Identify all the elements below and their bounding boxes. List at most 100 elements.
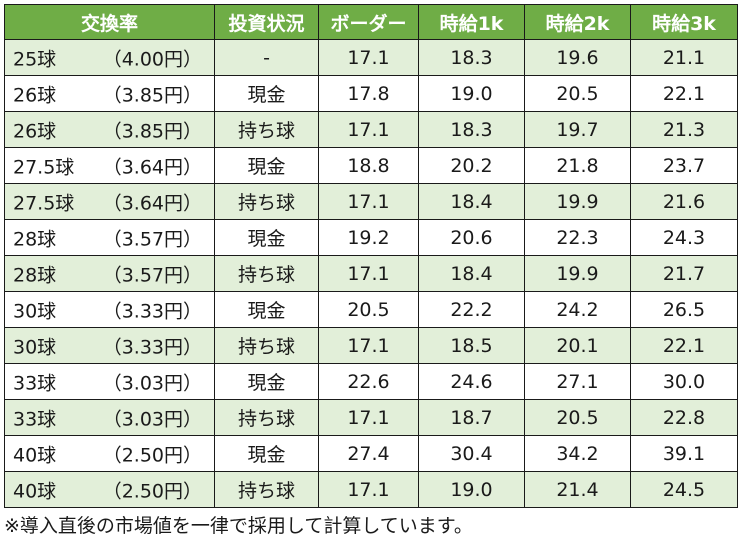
table-row: 33球 （3.03円） 現金 22.6 24.6 27.1 30.0 (4, 363, 738, 400)
cell-border: 17.1 (318, 39, 419, 76)
cell-wage-2k: 20.1 (524, 327, 631, 364)
cell-border: 27.4 (318, 435, 419, 472)
yen-per-ball: （2.50円） (102, 480, 202, 502)
header-wage-1k: 時給1k (418, 4, 525, 40)
yen-per-ball: （3.64円） (102, 156, 202, 178)
cell-wage-3k: 39.1 (630, 435, 738, 472)
cell-wage-3k: 24.3 (630, 219, 738, 256)
cell-border: 17.1 (318, 327, 419, 364)
cell-wage-2k: 21.4 (524, 471, 631, 508)
cell-investment: 現金 (214, 435, 319, 472)
cell-exchange-rate: 30球 （3.33円） (4, 291, 215, 328)
cell-border: 17.1 (318, 255, 419, 292)
cell-wage-2k: 27.1 (524, 363, 631, 400)
cell-exchange-rate: 25球 （4.00円） (4, 39, 215, 76)
cell-border: 17.1 (318, 183, 419, 220)
cell-exchange-rate: 40球 （2.50円） (4, 435, 215, 472)
cell-wage-1k: 18.4 (418, 255, 525, 292)
header-investment: 投資状況 (214, 4, 319, 40)
cell-investment: 現金 (214, 147, 319, 184)
cell-border: 17.8 (318, 75, 419, 112)
cell-wage-2k: 24.2 (524, 291, 631, 328)
balls-per-1000yen: 25球 (13, 48, 57, 70)
cell-border: 18.8 (318, 147, 419, 184)
balls-per-1000yen: 40球 (13, 480, 57, 502)
balls-per-1000yen: 33球 (13, 372, 57, 394)
cell-wage-2k: 21.8 (524, 147, 631, 184)
cell-wage-3k: 30.0 (630, 363, 738, 400)
cell-wage-2k: 19.9 (524, 255, 631, 292)
cell-wage-3k: 21.6 (630, 183, 738, 220)
cell-wage-2k: 20.5 (524, 75, 631, 112)
cell-wage-3k: 21.7 (630, 255, 738, 292)
table-row: 26球 （3.85円） 現金 17.8 19.0 20.5 22.1 (4, 75, 738, 112)
yen-per-ball: （3.33円） (102, 336, 202, 358)
cell-investment: 現金 (214, 75, 319, 112)
border-rate-table: 交換率 投資状況 ボーダー 時給1k 時給2k 時給3k 25球 （4.00円） -… (4, 4, 738, 508)
table-row: 25球 （4.00円） -17.1 18.3 19.6 21.1 (4, 39, 738, 76)
cell-wage-2k: 19.6 (524, 39, 631, 76)
cell-wage-2k: 20.5 (524, 399, 631, 436)
yen-per-ball: （3.85円） (102, 120, 202, 142)
cell-wage-1k: 18.4 (418, 183, 525, 220)
balls-per-1000yen: 30球 (13, 336, 57, 358)
footnote: ※導入直後の市場値を一律で採用して計算しています。 (4, 515, 473, 537)
balls-per-1000yen: 27.5球 (13, 192, 75, 214)
yen-per-ball: （2.50円） (102, 444, 202, 466)
header-wage-2k: 時給2k (524, 4, 631, 40)
cell-investment: 現金 (214, 363, 319, 400)
cell-exchange-rate: 33球 （3.03円） (4, 363, 215, 400)
cell-wage-3k: 21.1 (630, 39, 738, 76)
cell-wage-1k: 18.5 (418, 327, 525, 364)
cell-wage-1k: 18.3 (418, 111, 525, 148)
balls-per-1000yen: 33球 (13, 408, 57, 430)
cell-investment: 持ち球 (214, 471, 319, 508)
yen-per-ball: （3.03円） (102, 408, 202, 430)
table-row: 40球 （2.50円） 現金 27.4 30.4 34.2 39.1 (4, 435, 738, 472)
cell-border: 20.5 (318, 291, 419, 328)
balls-per-1000yen: 26球 (13, 120, 57, 142)
table-row: 28球 （3.57円） 持ち球 17.1 18.4 19.9 21.7 (4, 255, 738, 292)
cell-border: 22.6 (318, 363, 419, 400)
cell-wage-1k: 19.0 (418, 75, 525, 112)
table-header-row: 交換率 投資状況 ボーダー 時給1k 時給2k 時給3k (4, 4, 738, 40)
table-row: 40球 （2.50円） 持ち球 17.1 19.0 21.4 24.5 (4, 471, 738, 508)
cell-exchange-rate: 27.5球 （3.64円） (4, 183, 215, 220)
cell-wage-3k: 23.7 (630, 147, 738, 184)
table-row: 27.5球 （3.64円） 持ち球 17.1 18.4 19.9 21.6 (4, 183, 738, 220)
cell-wage-2k: 19.7 (524, 111, 631, 148)
cell-wage-2k: 34.2 (524, 435, 631, 472)
cell-border: 17.1 (318, 399, 419, 436)
cell-wage-2k: 19.9 (524, 183, 631, 220)
cell-exchange-rate: 26球 （3.85円） (4, 75, 215, 112)
header-border: ボーダー (318, 4, 419, 40)
cell-investment: 現金 (214, 219, 319, 256)
cell-investment: 現金 (214, 291, 319, 328)
yen-per-ball: （3.03円） (102, 372, 202, 394)
cell-wage-1k: 20.2 (418, 147, 525, 184)
table-row: 26球 （3.85円） 持ち球 17.1 18.3 19.7 21.3 (4, 111, 738, 148)
cell-wage-3k: 24.5 (630, 471, 738, 508)
cell-wage-3k: 21.3 (630, 111, 738, 148)
balls-per-1000yen: 28球 (13, 264, 57, 286)
cell-wage-2k: 22.3 (524, 219, 631, 256)
table-row: 30球 （3.33円） 現金 20.5 22.2 24.2 26.5 (4, 291, 738, 328)
yen-per-ball: （3.64円） (102, 192, 202, 214)
balls-per-1000yen: 27.5球 (13, 156, 75, 178)
cell-exchange-rate: 26球 （3.85円） (4, 111, 215, 148)
table-row: 27.5球 （3.64円） 現金 18.8 20.2 21.8 23.7 (4, 147, 738, 184)
cell-wage-1k: 22.2 (418, 291, 525, 328)
cell-exchange-rate: 30球 （3.33円） (4, 327, 215, 364)
yen-per-ball: （3.33円） (102, 300, 202, 322)
cell-exchange-rate: 33球 （3.03円） (4, 399, 215, 436)
cell-wage-1k: 20.6 (418, 219, 525, 256)
header-exchange-rate: 交換率 (4, 4, 215, 40)
table-row: 33球 （3.03円） 持ち球 17.1 18.7 20.5 22.8 (4, 399, 738, 436)
cell-wage-3k: 22.1 (630, 75, 738, 112)
cell-wage-3k: 26.5 (630, 291, 738, 328)
cell-wage-1k: 24.6 (418, 363, 525, 400)
balls-per-1000yen: 30球 (13, 300, 57, 322)
cell-wage-1k: 18.3 (418, 39, 525, 76)
cell-wage-3k: 22.8 (630, 399, 738, 436)
cell-border: 19.2 (318, 219, 419, 256)
